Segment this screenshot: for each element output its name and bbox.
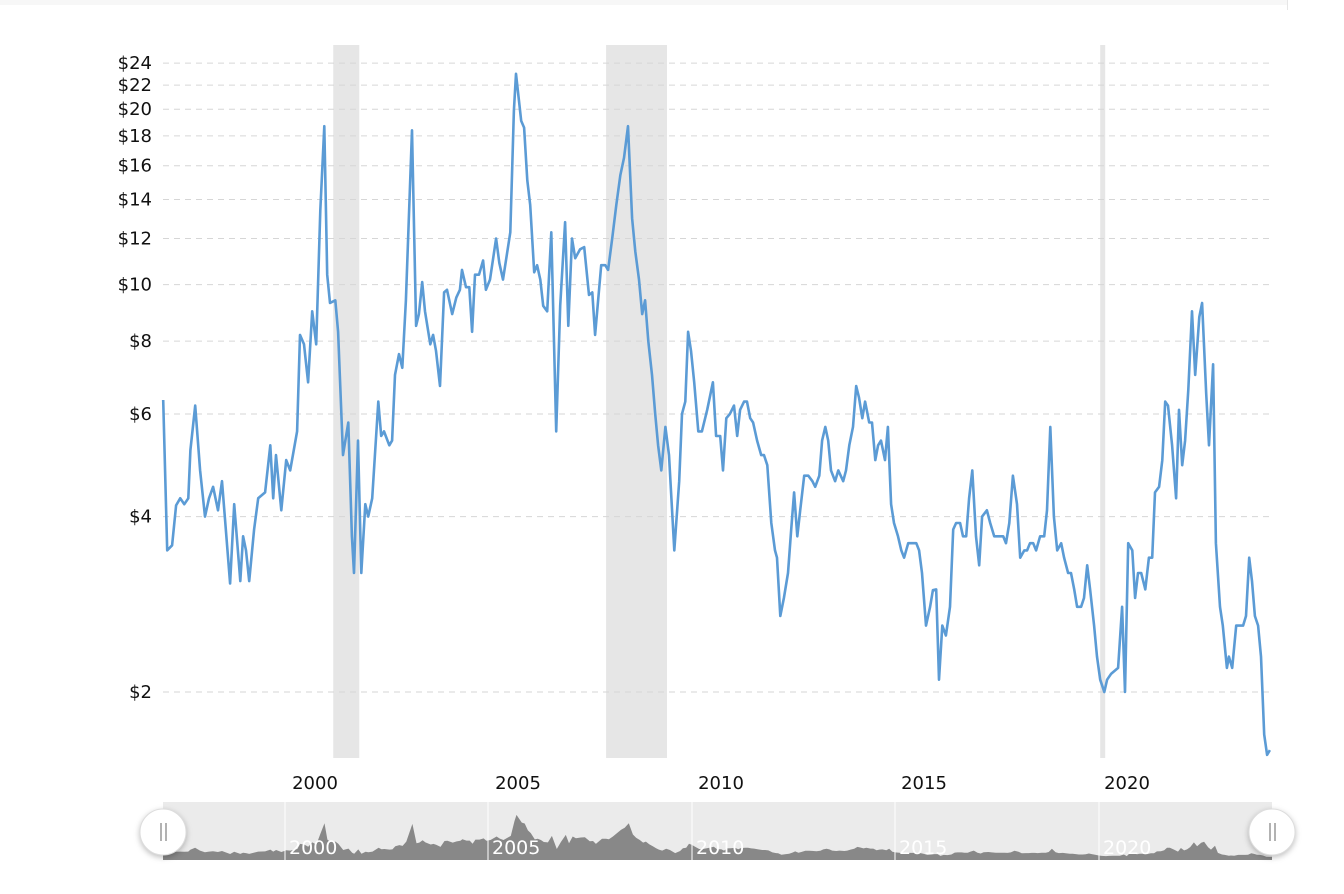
x-tick-label: 2010 — [698, 773, 744, 794]
x-axis-labels: 2000 2005 2010 2015 2020 — [292, 773, 1150, 794]
y-tick-label: $16 — [118, 156, 152, 177]
y-tick-label: $4 — [129, 507, 152, 528]
range-navigator[interactable]: 2000 2005 2010 2015 2020 — [139, 802, 1296, 860]
y-tick-label: $10 — [118, 275, 152, 296]
navigator-labels: 2000 2005 2010 2015 2020 — [284, 802, 1151, 860]
recession-band — [1100, 45, 1106, 758]
recession-band — [333, 45, 360, 758]
y-tick-label: $8 — [129, 331, 152, 352]
x-tick-label: 2005 — [495, 773, 541, 794]
navigator-right-handle[interactable] — [1248, 808, 1296, 856]
price-series-line — [161, 72, 1272, 757]
navigator-left-handle[interactable] — [139, 808, 187, 856]
x-tick-label: 2000 — [292, 773, 338, 794]
y-axis-labels: $2 $4 $6 $8 $10 $12 $14 $16 $18 $20 $22$24 — [118, 53, 152, 703]
y-tick-label: $2 — [129, 682, 152, 703]
navigator-area-series — [163, 814, 1272, 860]
grid-lines — [163, 62, 1270, 693]
y-tick-label: $18 — [118, 126, 152, 147]
y-tick-label: $20 — [118, 99, 152, 120]
navigator-tick-label: 2020 — [1103, 837, 1151, 859]
recession-band — [606, 45, 668, 758]
navigator-tick-label: 2015 — [899, 837, 947, 859]
x-tick-label: 2015 — [901, 773, 947, 794]
y-tick-label: $22 — [118, 75, 152, 96]
x-tick-label: 2020 — [1104, 773, 1150, 794]
y-tick-label: $24 — [118, 53, 152, 74]
navigator-tick-label: 2010 — [696, 837, 744, 859]
y-tick-label: $14 — [118, 189, 152, 210]
navigator-tick-label: 2000 — [289, 837, 337, 859]
y-tick-label: $12 — [118, 229, 152, 250]
navigator-tick-label: 2005 — [492, 837, 540, 859]
right-border — [1287, 0, 1288, 10]
y-tick-label: $6 — [129, 404, 152, 425]
recession-shading — [333, 45, 1106, 758]
